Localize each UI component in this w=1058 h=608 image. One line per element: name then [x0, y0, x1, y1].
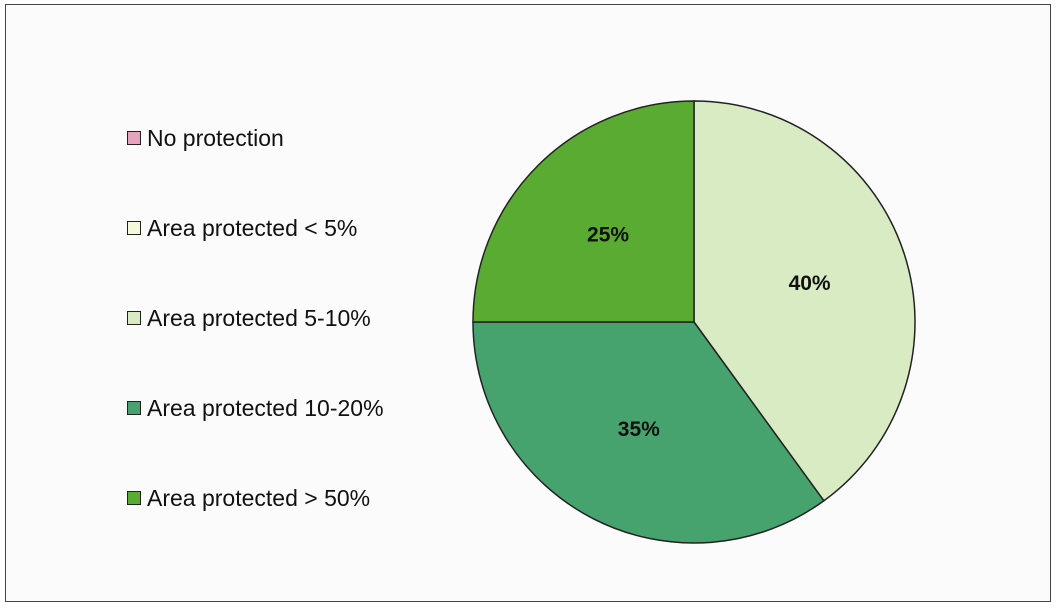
legend-label-protected-5-10: Area protected 5-10% [147, 304, 371, 331]
pie-slice-protected-over-50 [472, 100, 695, 323]
legend-item-protected-under-5: Area protected < 5% [127, 213, 357, 243]
legend-swatch-no-protection [127, 131, 141, 145]
legend-swatch-protected-5-10 [127, 311, 141, 325]
legend-swatch-protected-over-50 [127, 491, 141, 505]
legend-label-protected-under-5: Area protected < 5% [147, 214, 358, 241]
legend-swatch-protected-10-20 [127, 401, 141, 415]
legend-label-protected-over-50: Area protected > 50% [147, 484, 371, 511]
legend-label-no-protection: No protection [147, 124, 284, 151]
legend-item-protected-over-50: Area protected > 50% [127, 483, 370, 513]
legend-item-no-protection: No protection [127, 123, 284, 153]
legend-label-protected-10-20: Area protected 10-20% [147, 394, 384, 421]
data-label-protected-5-10: 40% [789, 272, 831, 295]
legend: No protection Area protected < 5% Area p… [6, 5, 476, 603]
legend-item-protected-10-20: Area protected 10-20% [127, 393, 384, 423]
pie-slice-protected-5-10 [693, 100, 916, 502]
pie-chart: 40% 35% 25% [472, 100, 916, 544]
pie-slice-protected-10-20 [472, 321, 825, 544]
data-label-protected-over-50: 25% [587, 224, 629, 247]
legend-swatch-protected-under-5 [127, 221, 141, 235]
chart-area: No protection Area protected < 5% Area p… [5, 4, 1051, 602]
data-label-protected-10-20: 35% [618, 418, 660, 441]
legend-item-protected-5-10: Area protected 5-10% [127, 303, 371, 333]
